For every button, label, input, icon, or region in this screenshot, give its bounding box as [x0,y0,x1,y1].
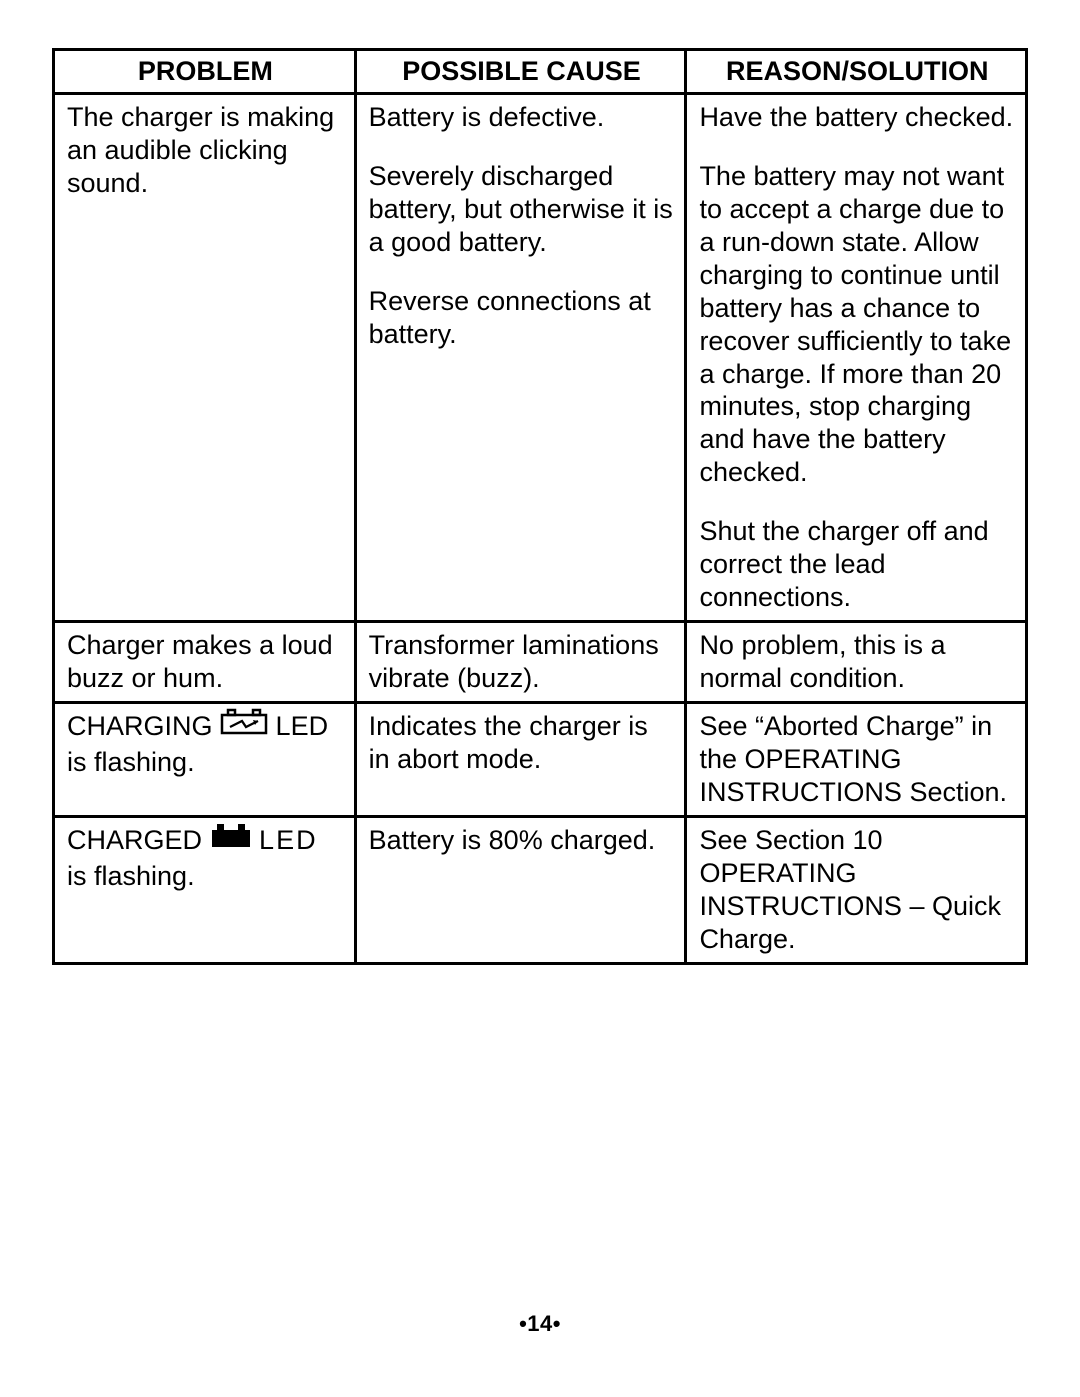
cell-solution: See “Aborted Charge” in the OPERATING IN… [686,702,1027,816]
cause-block: Severely discharged battery, but otherwi… [369,160,675,259]
troubleshooting-table: PROBLEM POSSIBLE CAUSE REASON/SOLUTION T… [52,48,1028,965]
solution-block: Have the battery checked. [699,101,1015,134]
page-number: •14• [0,1311,1080,1337]
col-header-cause: POSSIBLE CAUSE [355,50,686,94]
cell-solution: Have the battery checked. The battery ma… [686,93,1027,621]
table-header-row: PROBLEM POSSIBLE CAUSE REASON/SOLUTION [54,50,1027,94]
problem-label-mid: LED [259,825,318,855]
cell-problem: Charger makes a loud buzz or hum. [54,622,356,703]
charging-icon [220,707,268,743]
cell-problem: CHARGED LED is flashing. [54,816,356,963]
problem-label-pre: CHARGED [67,825,202,855]
table-row: CHARGED LED is flashing. Battery is 80% … [54,816,1027,963]
cell-problem: The charger is making an audible clickin… [54,93,356,621]
cell-cause: Transformer laminations vibrate (buzz). [355,622,686,703]
cell-solution: No problem, this is a normal condition. [686,622,1027,703]
cell-cause: Battery is 80% charged. [355,816,686,963]
cause-block: Reverse connections at battery. [369,285,675,351]
col-header-solution: REASON/SOLUTION [686,50,1027,94]
page: PROBLEM POSSIBLE CAUSE REASON/SOLUTION T… [0,0,1080,1397]
cell-cause: Indicates the charger is in abort mode. [355,702,686,816]
solution-block: Shut the charger off and correct the lea… [699,515,1015,614]
cell-problem: CHARGING LED is flashing. [54,702,356,816]
cell-solution: See Section 10 OPERATING INSTRUCTIONS – … [686,816,1027,963]
table-row: Charger makes a loud buzz or hum. Transf… [54,622,1027,703]
table-row: CHARGING LED is flashing. Indicates the … [54,702,1027,816]
table-row: The charger is making an audible clickin… [54,93,1027,621]
col-header-problem: PROBLEM [54,50,356,94]
solution-block: The battery may not want to accept a cha… [699,160,1015,489]
cell-cause: Battery is defective. Severely discharge… [355,93,686,621]
problem-label-post: is flashing. [67,861,195,891]
problem-label-pre: CHARGING [67,711,213,741]
battery-icon [210,821,252,857]
cause-block: Battery is defective. [369,101,675,134]
